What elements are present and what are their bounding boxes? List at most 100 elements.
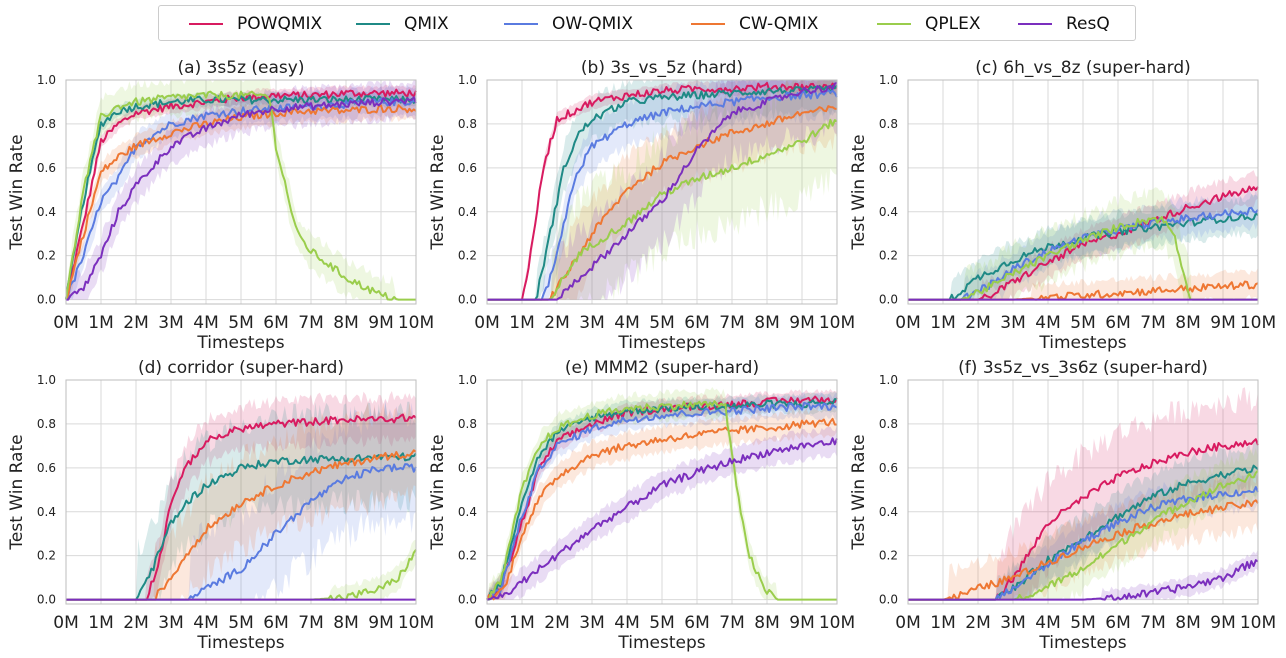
x-tick-label: 7M	[719, 313, 744, 333]
x-tick-label: 1M	[88, 613, 113, 633]
x-axis-label: Timesteps	[617, 333, 705, 353]
y-axis-label: Test Win Rate	[849, 434, 869, 550]
x-tick-label: 8M	[754, 613, 779, 633]
legend-swatch	[504, 23, 538, 25]
series-band-cw-qmix	[487, 80, 837, 300]
legend-item-ow-qmix: OW-QMIX	[504, 12, 633, 36]
chart-panel: 0.0 0.2 0.4 0.6 0.8 1.0 0M 1M 2M 3M 4M 5M 6M 7M 8M 9M 10…	[849, 358, 1276, 653]
y-tick-label: 0.0	[458, 293, 477, 307]
x-tick-label: 4M	[614, 313, 639, 333]
x-tick-label: 5M	[649, 613, 674, 633]
y-tick-label: 0.2	[879, 549, 898, 563]
series-band-ow-qmix	[487, 392, 837, 600]
x-tick-label: 5M	[1070, 613, 1095, 633]
y-tick-label: 0.6	[37, 461, 56, 475]
x-tick-label: 2M	[544, 313, 569, 333]
x-tick-label: 9M	[368, 313, 393, 333]
x-tick-label: 9M	[789, 313, 814, 333]
x-tick-label: 2M	[965, 613, 990, 633]
x-tick-label: 8M	[1175, 613, 1200, 633]
x-tick-label: 7M	[1140, 613, 1165, 633]
x-tick-label: 0M	[895, 613, 920, 633]
legend-label: QPLEX	[925, 14, 981, 34]
series-band-ow-qmix	[66, 399, 416, 600]
x-axis-label: Timesteps	[617, 633, 705, 653]
chart-title: (d) corridor (super-hard)	[138, 358, 344, 378]
y-tick-label: 0.4	[879, 205, 898, 219]
y-tick-label: 0.4	[458, 505, 477, 519]
x-tick-label: 6M	[1105, 313, 1130, 333]
x-tick-label: 3M	[1000, 613, 1025, 633]
plot-frame	[907, 379, 1259, 605]
y-tick-label: 0.2	[37, 549, 56, 563]
x-tick-label: 3M	[579, 313, 604, 333]
series-line-ow-qmix	[487, 401, 838, 601]
chart-panel: 0.0 0.2 0.4 0.6 0.8 1.0 0M 1M 2M 3M 4M 5M 6M 7M 8M 9M 10…	[7, 358, 434, 653]
series-line-cw-qmix	[486, 417, 838, 601]
plot-frame	[65, 379, 417, 605]
x-tick-label: 1M	[509, 613, 534, 633]
series-line-qplex	[486, 400, 837, 601]
legend-item-resq: ResQ	[1018, 12, 1110, 36]
x-tick-label: 4M	[1035, 313, 1060, 333]
y-axis-label: Test Win Rate	[428, 134, 448, 250]
series-line-qmix	[487, 84, 838, 301]
x-tick-label: 1M	[930, 613, 955, 633]
x-tick-label: 5M	[228, 613, 253, 633]
y-tick-label: 0.6	[458, 161, 477, 175]
x-tick-label: 4M	[193, 613, 218, 633]
y-axis-label: Test Win Rate	[7, 434, 27, 550]
x-tick-label: 3M	[1000, 313, 1025, 333]
series-band-qplex	[487, 80, 837, 300]
x-tick-label: 6M	[263, 313, 288, 333]
x-tick-label: 7M	[298, 613, 323, 633]
x-axis-label: Timesteps	[1038, 333, 1126, 353]
series-band-cw-qmix	[908, 472, 1258, 600]
legend-label: QMIX	[404, 14, 449, 34]
plot-frame	[486, 379, 838, 605]
x-tick-label: 6M	[684, 613, 709, 633]
y-axis-label: Test Win Rate	[7, 134, 27, 250]
legend-swatch	[691, 23, 725, 25]
series-line-cw-qmix	[65, 104, 417, 301]
x-tick-label: 7M	[1140, 313, 1165, 333]
x-tick-label: 5M	[1070, 313, 1095, 333]
x-axis-label: Timesteps	[196, 333, 284, 353]
y-tick-label: 0.2	[458, 549, 477, 563]
legend-label: POWQMIX	[237, 14, 323, 34]
y-axis-label: Test Win Rate	[849, 134, 869, 250]
y-tick-label: 1.0	[37, 373, 56, 387]
chart-panel: 0.0 0.2 0.4 0.6 0.8 1.0 0M 1M 2M 3M 4M 5M 6M 7M 8M 9M 10…	[428, 58, 855, 353]
x-tick-label: 7M	[719, 613, 744, 633]
x-tick-label: 4M	[614, 613, 639, 633]
plot-frame	[65, 79, 417, 305]
y-tick-label: 0.6	[458, 461, 477, 475]
series-line-ow-qmix	[65, 97, 417, 301]
x-tick-label: 6M	[263, 613, 288, 633]
chart-title: (b) 3s_vs_5z (hard)	[581, 58, 743, 78]
y-tick-label: 0.0	[879, 293, 898, 307]
y-tick-label: 0.6	[37, 161, 56, 175]
series-line-qplex	[65, 90, 416, 301]
series-line-resq	[66, 96, 417, 301]
y-tick-label: 0.0	[37, 293, 56, 307]
series-band-qmix	[487, 80, 837, 300]
x-tick-label: 6M	[684, 313, 709, 333]
series-band-resq	[487, 425, 837, 600]
chart-title: (f) 3s5z_vs_3s6z (super-hard)	[958, 358, 1208, 378]
x-tick-label: 8M	[333, 313, 358, 333]
x-tick-label: 10M	[398, 613, 434, 633]
y-tick-label: 0.2	[879, 249, 898, 263]
x-tick-label: 3M	[579, 613, 604, 633]
x-tick-label: 2M	[123, 313, 148, 333]
series-line-resq	[486, 437, 838, 601]
x-tick-label: 9M	[789, 613, 814, 633]
chart-title: (e) MMM2 (super-hard)	[565, 358, 759, 378]
series-band-qplex	[66, 539, 416, 600]
y-tick-label: 0.2	[37, 249, 56, 263]
x-tick-label: 4M	[1035, 613, 1060, 633]
series-band-ow-qmix	[487, 80, 837, 300]
series-band-cw-qmix	[66, 402, 416, 600]
legend-item-qmix: QMIX	[356, 12, 449, 36]
y-tick-label: 0.4	[879, 505, 898, 519]
